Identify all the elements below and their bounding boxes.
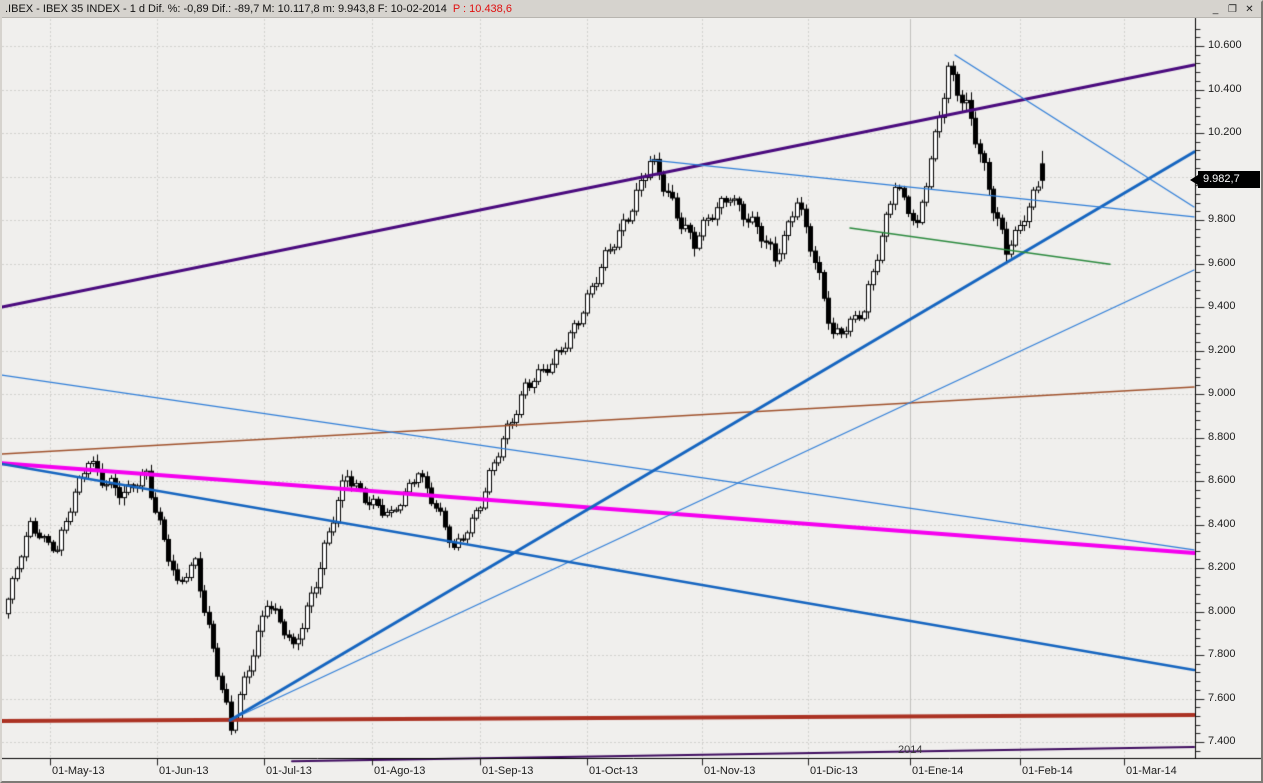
reference-price: P : 10.438,6 <box>452 3 512 15</box>
maximize-button[interactable]: ❐ <box>1225 3 1240 16</box>
window-title: .IBEX - IBEX 35 INDEX - 1 d Dif. %: -0,8… <box>2 2 512 17</box>
instrument-title: .IBEX - IBEX 35 INDEX - 1 d Dif. %: -0,8… <box>5 3 447 15</box>
close-button[interactable]: ✕ <box>1242 3 1257 16</box>
title-bar[interactable]: .IBEX - IBEX 35 INDEX - 1 d Dif. %: -0,8… <box>2 2 1261 18</box>
minimize-button[interactable]: _ <box>1208 3 1223 16</box>
window-controls: _ ❐ ✕ <box>1208 3 1257 16</box>
